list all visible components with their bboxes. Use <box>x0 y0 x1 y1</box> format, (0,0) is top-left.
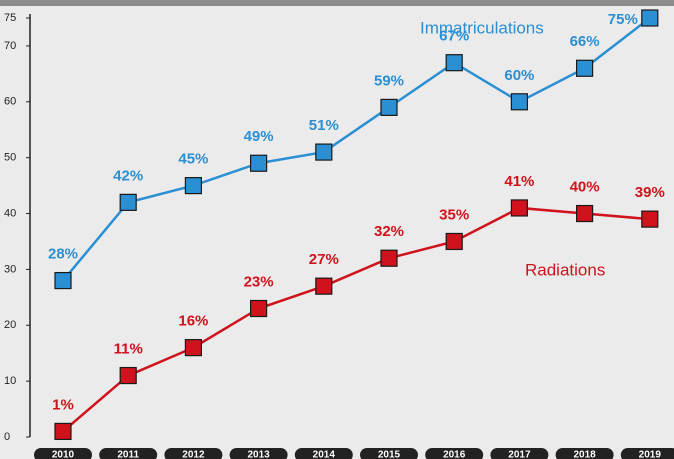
y-tick-label: 10 <box>4 375 16 387</box>
marker <box>445 232 463 251</box>
top-band <box>0 0 674 6</box>
marker <box>510 93 528 111</box>
x-tick-pill <box>425 448 484 459</box>
series-name: Radiations <box>525 260 605 279</box>
value-label: 66% <box>570 33 600 50</box>
value-label: 45% <box>178 151 208 168</box>
x-tick-label: 2016 <box>443 450 466 459</box>
value-label: 23% <box>244 273 274 290</box>
marker <box>315 277 333 295</box>
value-label: 59% <box>374 72 404 89</box>
y-tick-label: 20 <box>4 319 16 331</box>
marker <box>575 59 594 77</box>
series-line <box>62 206 650 433</box>
x-tick-pill <box>620 448 674 459</box>
marker <box>184 339 202 357</box>
x-tick-label: 2014 <box>313 450 336 459</box>
marker <box>641 9 659 27</box>
value-label: 42% <box>113 167 143 184</box>
marker <box>380 249 398 267</box>
x-tick-pill <box>99 448 158 459</box>
marker <box>250 154 268 172</box>
marker <box>380 98 398 116</box>
marker <box>445 54 463 72</box>
value-label: 40% <box>570 179 600 196</box>
series-name: Immatriculations <box>420 18 544 37</box>
x-tick-label: 2011 <box>117 450 139 459</box>
marker <box>510 199 528 217</box>
x-tick-label: 2019 <box>639 450 662 459</box>
value-label: 41% <box>504 173 534 190</box>
marker <box>119 366 137 385</box>
y-tick-label: 70 <box>4 40 16 52</box>
x-tick-label: 2012 <box>182 450 205 459</box>
value-label: 75% <box>608 11 638 28</box>
x-tick-pill <box>164 448 223 459</box>
y-tick-label: 60 <box>4 96 16 108</box>
x-tick-pill <box>229 448 288 459</box>
value-label: 1% <box>52 396 74 413</box>
marker <box>54 271 72 290</box>
x-tick-label: 2017 <box>508 450 531 459</box>
y-tick-label: 30 <box>4 263 16 275</box>
value-label: 27% <box>309 251 339 268</box>
x-tick-pill <box>294 448 353 459</box>
marker <box>315 143 333 161</box>
value-label: 16% <box>178 313 208 330</box>
marker <box>184 177 202 195</box>
y-tick-label: 75 <box>4 12 16 24</box>
marker <box>641 210 659 228</box>
value-label: 32% <box>374 223 404 240</box>
y-tick-label: 0 <box>4 431 10 443</box>
x-tick-pill <box>360 448 418 459</box>
marker <box>575 204 594 223</box>
value-label: 11% <box>114 341 143 358</box>
x-tick-label: 2018 <box>573 450 596 459</box>
marker <box>54 422 72 441</box>
marker <box>250 299 268 318</box>
x-tick-label: 2015 <box>378 450 401 459</box>
value-label: 49% <box>244 128 274 145</box>
x-tick-label: 2013 <box>247 450 270 459</box>
value-label: 39% <box>635 184 665 201</box>
x-tick-pill <box>490 448 549 459</box>
x-tick-pill <box>555 448 614 459</box>
value-label: 35% <box>439 206 469 223</box>
y-tick-label: 50 <box>4 152 16 164</box>
x-tick-label: 2010 <box>52 450 75 459</box>
value-label: 60% <box>504 67 534 84</box>
value-label: 67% <box>439 28 469 45</box>
x-tick-pill <box>34 448 92 459</box>
value-label: 28% <box>48 246 78 263</box>
series-line <box>62 17 651 282</box>
value-label: 51% <box>309 117 339 134</box>
y-tick-label: 40 <box>4 207 16 219</box>
marker <box>119 193 137 211</box>
